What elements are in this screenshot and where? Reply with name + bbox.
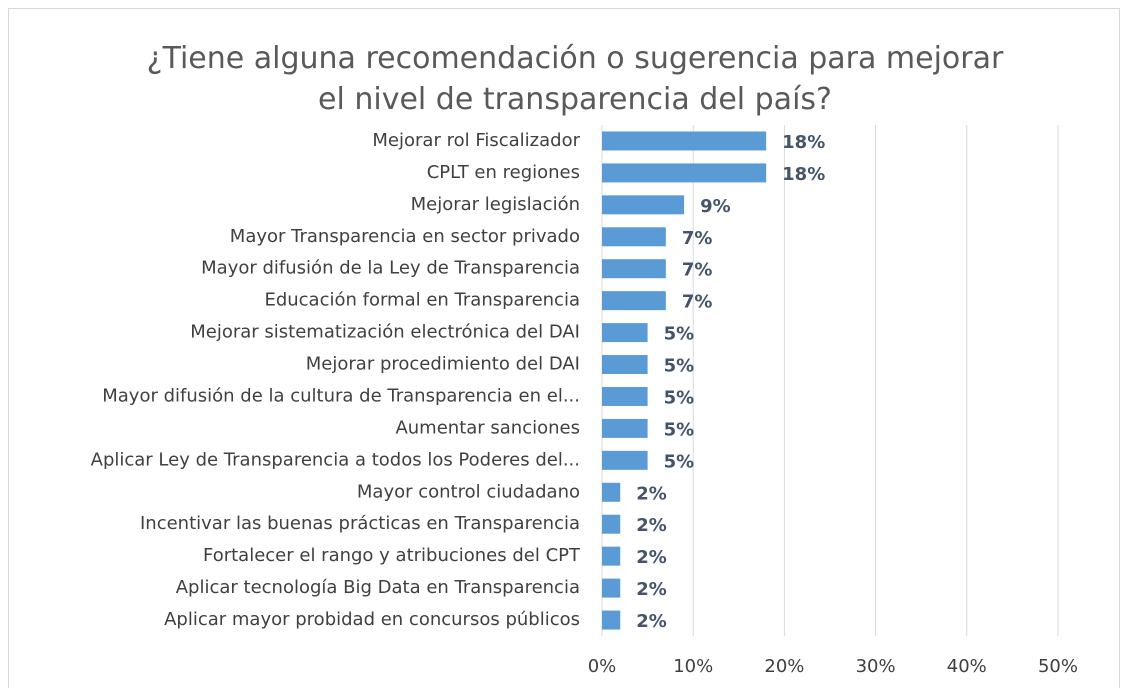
- data-label: 7%: [682, 260, 713, 281]
- bar: [602, 546, 621, 566]
- y-tick-label: Aplicar tecnología Big Data en Transpare…: [176, 577, 580, 598]
- data-label: 2%: [636, 611, 667, 632]
- bar: [602, 259, 666, 279]
- y-tick-label: Mejorar sistematización electrónica del …: [190, 322, 580, 343]
- y-tick-label: Mayor Transparencia en sector privado: [230, 226, 580, 247]
- data-label: 5%: [664, 451, 695, 472]
- x-tick-label: 30%: [856, 656, 896, 677]
- x-tick-label: 50%: [1038, 656, 1078, 677]
- bar: [602, 131, 767, 151]
- x-tick-label: 40%: [947, 656, 987, 677]
- data-label: 5%: [664, 387, 695, 408]
- data-label: 2%: [636, 547, 667, 568]
- data-label: 18%: [782, 132, 825, 153]
- x-tick-label: 10%: [673, 656, 713, 677]
- bar: [602, 227, 666, 247]
- data-label: 5%: [664, 324, 695, 345]
- bar: [602, 195, 685, 215]
- bar: [602, 355, 648, 375]
- y-tick-label: Mejorar procedimiento del DAI: [306, 354, 580, 375]
- bar: [602, 514, 621, 534]
- data-label: 5%: [664, 419, 695, 440]
- bar: [602, 386, 648, 406]
- data-label: 2%: [636, 483, 667, 504]
- data-label: 18%: [782, 164, 825, 185]
- y-tick-label: Mayor difusión de la Ley de Transparenci…: [201, 258, 580, 279]
- y-tick-label: Mayor control ciudadano: [357, 481, 580, 502]
- data-label: 7%: [682, 228, 713, 249]
- bar: [602, 418, 648, 438]
- data-label: 2%: [636, 579, 667, 600]
- bar: [602, 578, 621, 598]
- y-tick-label: Educación formal en Transparencia: [264, 290, 580, 311]
- y-tick-label: Aplicar Ley de Transparencia a todos los…: [91, 449, 580, 470]
- x-tick-label: 20%: [764, 656, 804, 677]
- data-label: 9%: [700, 196, 731, 217]
- y-tick-label: Mayor difusión de la cultura de Transpar…: [102, 385, 580, 406]
- bar: [602, 610, 621, 630]
- y-tick-label: Mejorar legislación: [411, 194, 580, 215]
- y-tick-label: Fortalecer el rango y atribuciones del C…: [203, 545, 581, 566]
- data-label: 5%: [664, 356, 695, 377]
- bar: [602, 450, 648, 470]
- y-tick-label: Aumentar sanciones: [395, 417, 580, 438]
- chart-frame: [8, 8, 1120, 688]
- x-tick-label: 0%: [588, 656, 617, 677]
- chart-title: ¿Tiene alguna recomendación o sugerencia…: [146, 41, 1004, 117]
- y-tick-label: Incentivar las buenas prácticas en Trans…: [140, 513, 580, 534]
- bar: [602, 482, 621, 502]
- bar: [602, 323, 648, 343]
- y-tick-label: CPLT en regiones: [427, 162, 580, 183]
- data-label: 7%: [682, 292, 713, 313]
- data-label: 2%: [636, 515, 667, 536]
- y-tick-label: Aplicar mayor probidad en concursos públ…: [164, 609, 580, 630]
- bar: [602, 291, 666, 311]
- y-tick-label: Mejorar rol Fiscalizador: [372, 130, 580, 151]
- bar: [602, 163, 767, 183]
